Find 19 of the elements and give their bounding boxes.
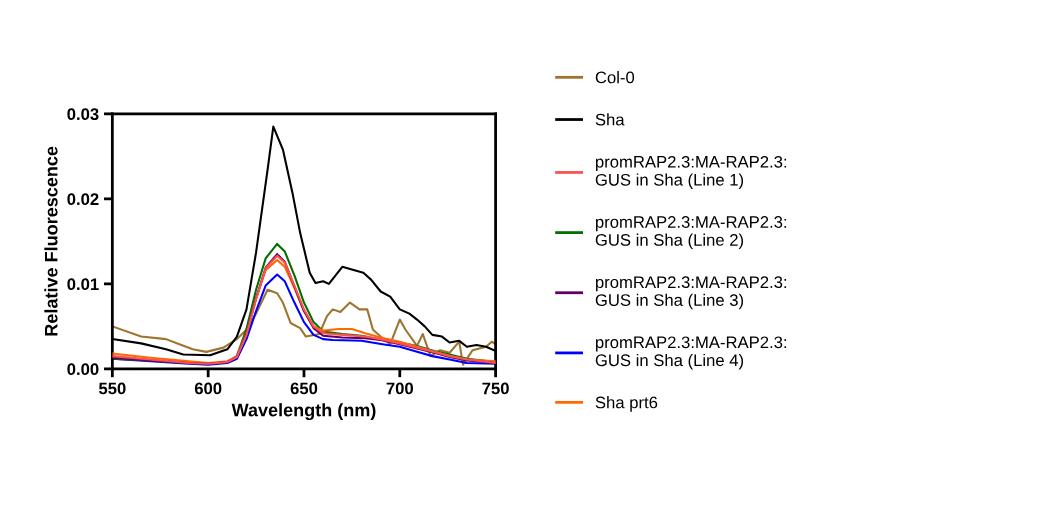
legend-label: promRAP2.3:MA-RAP2.3: GUS in Sha (Line 3)	[595, 276, 787, 310]
x-tick-label: 550	[98, 382, 126, 395]
x-tick-label: 650	[290, 382, 318, 395]
y-tick-label: 0.00	[67, 363, 99, 376]
legend-label: promRAP2.3:MA-RAP2.3: GUS in Sha (Line 1)	[595, 155, 787, 189]
line-series	[112, 288, 496, 366]
legend-label: Col-0	[595, 71, 635, 84]
x-tick-label: 600	[194, 382, 222, 395]
legend-label: Sha	[595, 113, 625, 126]
x-tick-label: 700	[386, 382, 414, 395]
x-tick-label: 750	[482, 382, 509, 395]
legend-label: promRAP2.3:MA-RAP2.3: GUS in Sha (Line 2)	[595, 216, 787, 250]
legend-label: promRAP2.3:MA-RAP2.3: GUS in Sha (Line 4)	[595, 336, 787, 370]
y-axis-title: Relative Fluorescence	[44, 146, 58, 336]
y-tick-label: 0.02	[67, 193, 99, 206]
x-axis-title: Wavelength (nm)	[231, 403, 376, 421]
y-tick-label: 0.03	[67, 108, 99, 121]
y-tick-label: 0.01	[67, 278, 99, 291]
legend-label: Sha prt6	[595, 396, 658, 412]
